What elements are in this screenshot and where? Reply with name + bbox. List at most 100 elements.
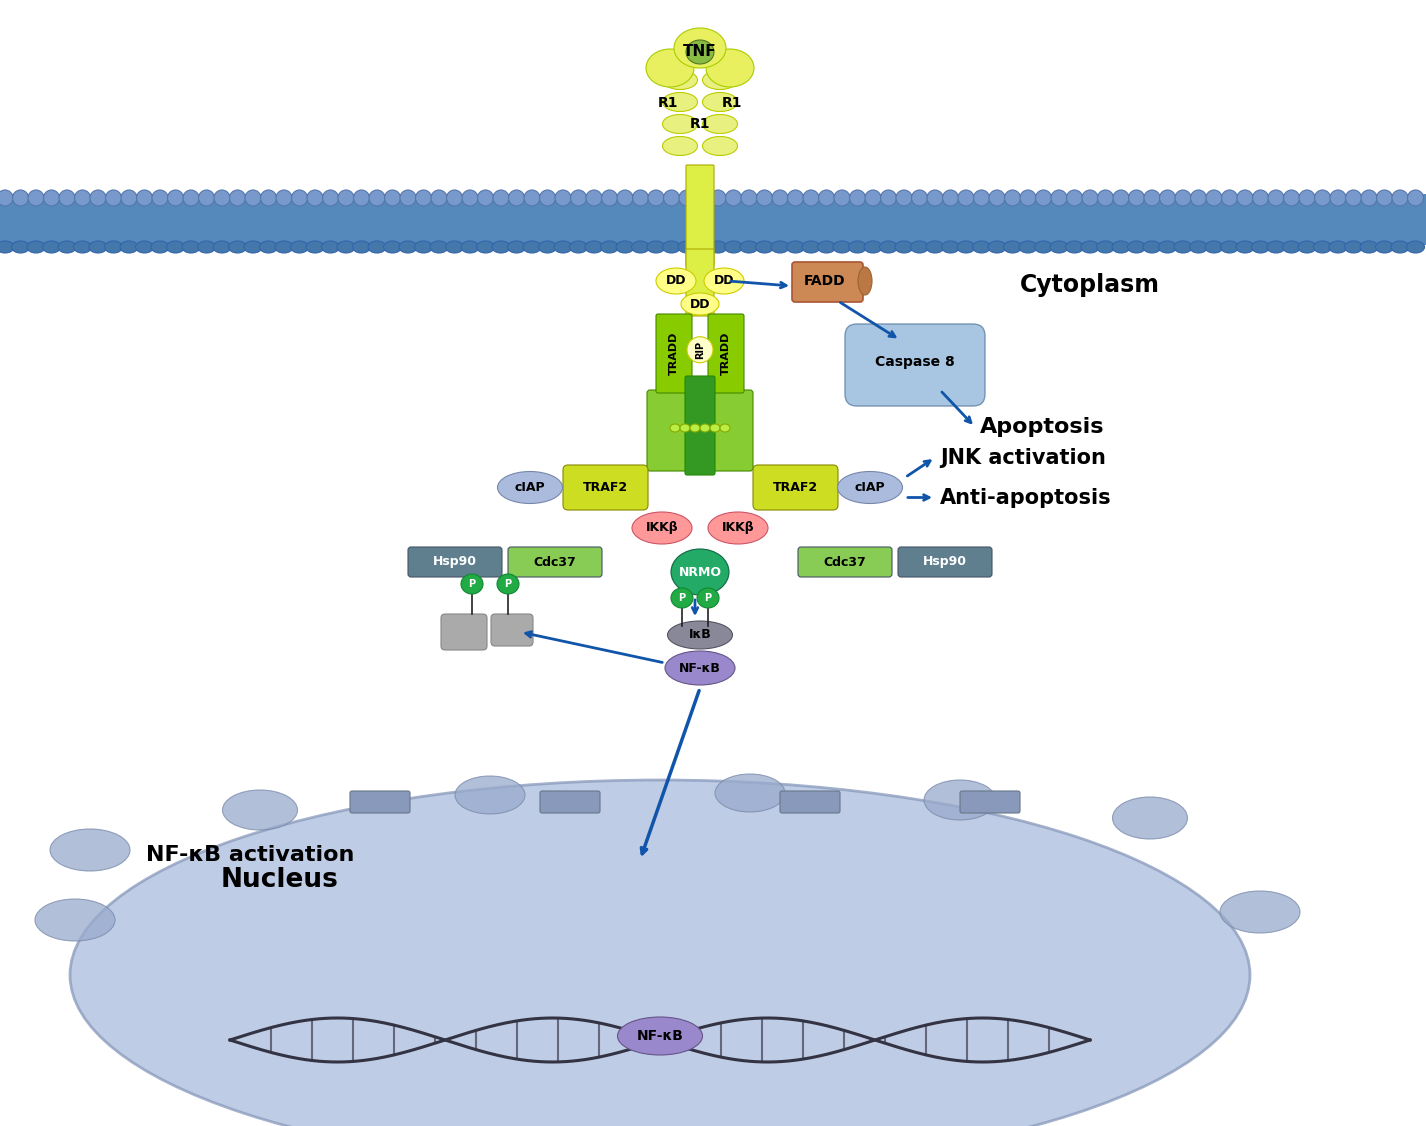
Ellipse shape — [1205, 241, 1224, 253]
Ellipse shape — [1315, 190, 1330, 206]
Ellipse shape — [461, 241, 479, 253]
Text: R1: R1 — [657, 96, 679, 110]
Ellipse shape — [911, 190, 927, 206]
Text: NF-κB: NF-κB — [679, 661, 722, 674]
Ellipse shape — [1050, 241, 1068, 253]
Ellipse shape — [1376, 241, 1393, 253]
Ellipse shape — [151, 241, 170, 253]
Text: DD: DD — [666, 275, 686, 287]
Ellipse shape — [261, 190, 277, 206]
Ellipse shape — [0, 190, 13, 206]
Text: TRAF2: TRAF2 — [582, 481, 627, 494]
Ellipse shape — [121, 190, 137, 206]
Ellipse shape — [337, 241, 355, 253]
Ellipse shape — [834, 190, 850, 206]
Ellipse shape — [703, 136, 737, 155]
Ellipse shape — [509, 190, 525, 206]
Ellipse shape — [245, 190, 261, 206]
Ellipse shape — [1360, 241, 1378, 253]
Ellipse shape — [321, 241, 339, 253]
Ellipse shape — [212, 241, 231, 253]
Ellipse shape — [498, 472, 562, 503]
Ellipse shape — [672, 588, 693, 608]
Ellipse shape — [183, 190, 200, 206]
Ellipse shape — [616, 241, 635, 253]
Ellipse shape — [617, 1017, 703, 1055]
Text: cIAP: cIAP — [854, 481, 886, 494]
Ellipse shape — [11, 241, 30, 253]
Bar — [0, 194, 1426, 245]
Text: cIAP: cIAP — [515, 481, 545, 494]
Ellipse shape — [1159, 190, 1175, 206]
Ellipse shape — [848, 241, 867, 253]
Ellipse shape — [600, 241, 619, 253]
Ellipse shape — [307, 241, 324, 253]
Ellipse shape — [896, 241, 913, 253]
Ellipse shape — [1174, 241, 1192, 253]
Ellipse shape — [1298, 241, 1316, 253]
Ellipse shape — [70, 780, 1251, 1126]
Ellipse shape — [710, 190, 726, 206]
Text: Cdc37: Cdc37 — [824, 555, 867, 569]
Ellipse shape — [446, 190, 462, 206]
Ellipse shape — [864, 241, 883, 253]
Ellipse shape — [803, 190, 819, 206]
FancyBboxPatch shape — [898, 547, 992, 577]
Ellipse shape — [647, 190, 665, 206]
FancyBboxPatch shape — [686, 166, 714, 266]
Ellipse shape — [1097, 241, 1115, 253]
Ellipse shape — [672, 549, 729, 595]
Ellipse shape — [13, 190, 29, 206]
Ellipse shape — [680, 425, 690, 432]
Ellipse shape — [492, 241, 511, 253]
Ellipse shape — [1004, 190, 1021, 206]
Ellipse shape — [801, 241, 820, 253]
Ellipse shape — [277, 190, 292, 206]
Ellipse shape — [665, 651, 734, 685]
Ellipse shape — [1067, 190, 1082, 206]
Ellipse shape — [1206, 190, 1222, 206]
Ellipse shape — [704, 268, 744, 294]
Ellipse shape — [1191, 190, 1206, 206]
Ellipse shape — [0, 241, 14, 253]
Ellipse shape — [197, 241, 215, 253]
Ellipse shape — [663, 115, 697, 134]
Ellipse shape — [663, 241, 680, 253]
Ellipse shape — [50, 829, 130, 872]
Ellipse shape — [709, 241, 727, 253]
Ellipse shape — [275, 241, 292, 253]
Ellipse shape — [974, 190, 990, 206]
Text: P: P — [468, 579, 475, 589]
Ellipse shape — [230, 190, 245, 206]
Ellipse shape — [1034, 241, 1052, 253]
Ellipse shape — [837, 472, 903, 503]
Ellipse shape — [291, 241, 308, 253]
Ellipse shape — [106, 190, 121, 206]
Ellipse shape — [1222, 190, 1238, 206]
Ellipse shape — [647, 241, 665, 253]
Ellipse shape — [1128, 241, 1145, 253]
Ellipse shape — [703, 115, 737, 134]
Text: Nucleus: Nucleus — [221, 867, 339, 893]
Ellipse shape — [368, 241, 386, 253]
Ellipse shape — [602, 190, 617, 206]
Ellipse shape — [1407, 190, 1423, 206]
Ellipse shape — [523, 241, 540, 253]
Ellipse shape — [260, 241, 278, 253]
Ellipse shape — [539, 241, 556, 253]
Ellipse shape — [1158, 241, 1176, 253]
Ellipse shape — [819, 190, 834, 206]
Ellipse shape — [44, 190, 60, 206]
Ellipse shape — [697, 588, 719, 608]
Ellipse shape — [476, 241, 495, 253]
Text: R1: R1 — [722, 96, 743, 110]
Text: NF-κB: NF-κB — [636, 1029, 683, 1043]
Ellipse shape — [153, 190, 168, 206]
Ellipse shape — [740, 241, 759, 253]
Text: R1: R1 — [690, 117, 710, 131]
Ellipse shape — [1266, 241, 1285, 253]
Ellipse shape — [120, 241, 138, 253]
FancyBboxPatch shape — [707, 390, 753, 471]
Ellipse shape — [1004, 241, 1021, 253]
Ellipse shape — [415, 241, 432, 253]
